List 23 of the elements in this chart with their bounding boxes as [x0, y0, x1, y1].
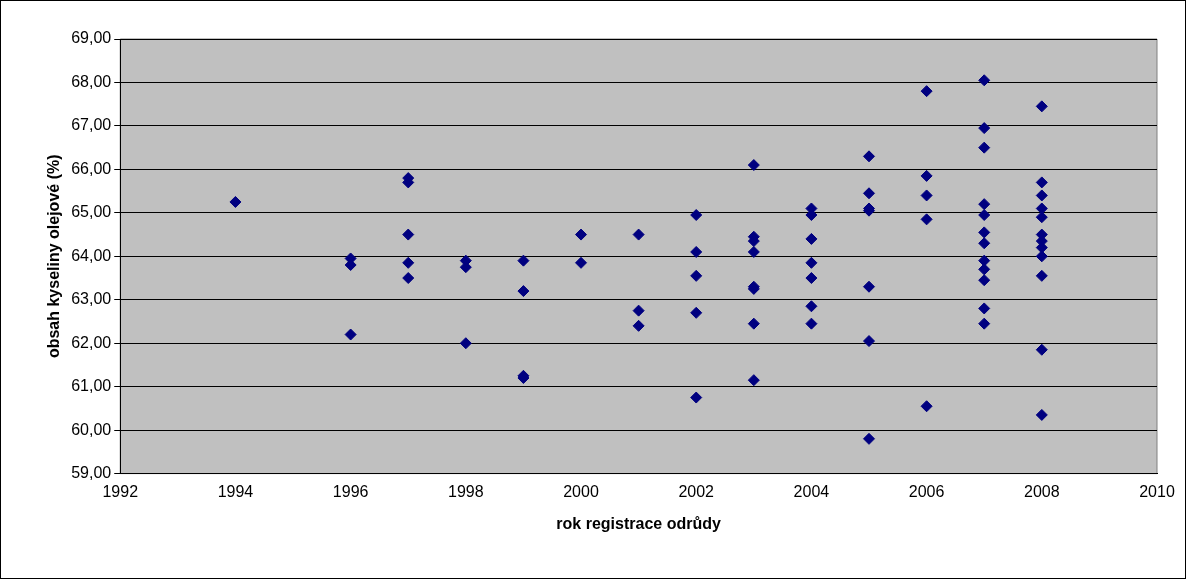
y-tick-label: 67,00 — [71, 116, 112, 134]
y-tick-label: 64,00 — [71, 246, 112, 264]
x-tick-label: 1996 — [332, 482, 369, 500]
x-tick-label: 2008 — [1024, 482, 1060, 500]
x-tick-label: 1998 — [448, 482, 484, 500]
x-axis-title: rok registrace odrůdy — [556, 514, 721, 532]
y-tick-label: 69,00 — [71, 29, 112, 47]
y-axis-title: obsah kyseliny olejové (%) — [45, 154, 63, 359]
y-tick-label: 61,00 — [71, 377, 112, 395]
x-tick-label: 2000 — [563, 482, 599, 500]
x-tick-label: 2006 — [908, 482, 945, 500]
y-tick-label: 66,00 — [71, 159, 112, 177]
y-tick-label: 60,00 — [71, 420, 112, 438]
y-tick-label: 65,00 — [71, 203, 112, 221]
y-tick-label: 63,00 — [71, 290, 112, 308]
y-tick-label: 62,00 — [71, 333, 112, 351]
x-tick-label: 2002 — [678, 482, 715, 500]
y-tick-label: 68,00 — [71, 72, 112, 90]
x-tick-label: 2004 — [793, 482, 830, 500]
y-tick-label: 59,00 — [71, 464, 112, 482]
x-tick-label: 2010 — [1139, 482, 1175, 500]
x-tick-label: 1994 — [217, 482, 254, 500]
x-tick-label: 1992 — [102, 482, 139, 500]
